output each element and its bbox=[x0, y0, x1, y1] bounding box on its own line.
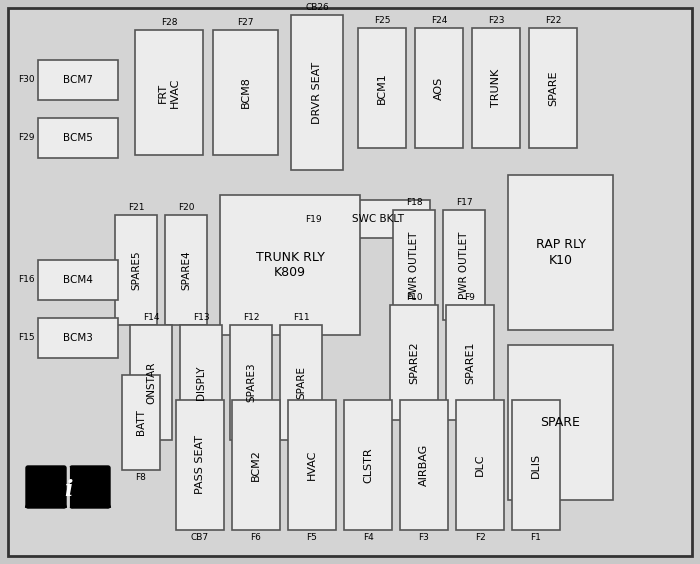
FancyBboxPatch shape bbox=[26, 466, 66, 508]
Text: SPARE5: SPARE5 bbox=[131, 250, 141, 290]
Text: BATT: BATT bbox=[136, 409, 146, 435]
Text: SPARE4: SPARE4 bbox=[181, 250, 191, 290]
Bar bbox=[213, 30, 278, 155]
Text: BCM1: BCM1 bbox=[377, 72, 387, 104]
Bar bbox=[415, 28, 463, 148]
Bar bbox=[443, 210, 485, 320]
Text: HVAC: HVAC bbox=[307, 450, 317, 480]
Text: PWR OUTLET: PWR OUTLET bbox=[459, 231, 469, 299]
Text: F27: F27 bbox=[237, 18, 253, 27]
Bar bbox=[358, 28, 406, 148]
Text: F28: F28 bbox=[161, 18, 177, 27]
Bar bbox=[390, 305, 438, 420]
Text: SPARE1: SPARE1 bbox=[465, 341, 475, 384]
Text: i: i bbox=[64, 479, 72, 501]
Text: CB7: CB7 bbox=[191, 533, 209, 542]
Text: F20: F20 bbox=[178, 203, 195, 212]
Text: DISPLY: DISPLY bbox=[196, 365, 206, 400]
Text: F2: F2 bbox=[475, 533, 485, 542]
Text: F13: F13 bbox=[193, 313, 209, 322]
Text: AOS: AOS bbox=[434, 76, 444, 100]
Text: F1: F1 bbox=[531, 533, 541, 542]
Bar bbox=[288, 400, 336, 530]
Bar bbox=[529, 28, 577, 148]
Text: DLC: DLC bbox=[475, 454, 485, 476]
Bar bbox=[446, 305, 494, 420]
Text: F15: F15 bbox=[18, 333, 35, 342]
Bar bbox=[508, 345, 613, 500]
Bar bbox=[232, 400, 280, 530]
Text: F12: F12 bbox=[243, 313, 259, 322]
Text: BCM7: BCM7 bbox=[63, 75, 93, 85]
Bar bbox=[115, 215, 157, 325]
Text: TRUNK RLY
K809: TRUNK RLY K809 bbox=[256, 251, 324, 279]
Text: CB26: CB26 bbox=[305, 3, 329, 12]
Bar bbox=[344, 400, 392, 530]
Text: F16: F16 bbox=[18, 275, 35, 284]
Text: ONSTAR: ONSTAR bbox=[146, 362, 156, 404]
Bar bbox=[220, 195, 360, 335]
Bar bbox=[472, 28, 520, 148]
Text: SWC BKLT: SWC BKLT bbox=[351, 214, 403, 224]
Text: RAP RLY
K10: RAP RLY K10 bbox=[536, 239, 585, 267]
Text: FRT
HVAC: FRT HVAC bbox=[158, 77, 180, 108]
Text: F9: F9 bbox=[465, 293, 475, 302]
Text: F10: F10 bbox=[406, 293, 422, 302]
Text: F11: F11 bbox=[293, 313, 309, 322]
Text: AIRBAG: AIRBAG bbox=[419, 444, 429, 486]
Text: TRUNK: TRUNK bbox=[491, 69, 501, 107]
Text: SPARE: SPARE bbox=[296, 366, 306, 399]
Text: F21: F21 bbox=[127, 203, 144, 212]
Bar bbox=[122, 375, 160, 470]
Text: F14: F14 bbox=[143, 313, 160, 322]
Bar bbox=[325, 200, 430, 238]
Text: F6: F6 bbox=[251, 533, 261, 542]
FancyBboxPatch shape bbox=[70, 466, 110, 508]
Text: DLIS: DLIS bbox=[531, 452, 541, 478]
Text: DRVR SEAT: DRVR SEAT bbox=[312, 61, 322, 124]
Bar bbox=[38, 60, 118, 100]
Text: F18: F18 bbox=[406, 198, 422, 207]
Text: F19: F19 bbox=[305, 214, 322, 223]
Text: SPARE: SPARE bbox=[548, 70, 558, 106]
Text: F25: F25 bbox=[374, 16, 391, 25]
Bar bbox=[456, 400, 504, 530]
Text: BCM2: BCM2 bbox=[251, 449, 261, 481]
Text: PASS SEAT: PASS SEAT bbox=[195, 435, 205, 495]
Bar bbox=[400, 400, 448, 530]
Text: BCM4: BCM4 bbox=[63, 275, 93, 285]
Text: F23: F23 bbox=[488, 16, 504, 25]
Bar bbox=[38, 260, 118, 300]
Text: BCM5: BCM5 bbox=[63, 133, 93, 143]
Bar bbox=[180, 325, 222, 440]
Text: F5: F5 bbox=[307, 533, 317, 542]
Bar bbox=[176, 400, 224, 530]
Text: BCM8: BCM8 bbox=[241, 77, 251, 108]
Text: SPARE3: SPARE3 bbox=[246, 363, 256, 402]
Text: F8: F8 bbox=[136, 473, 146, 482]
Text: PWR OUTLET: PWR OUTLET bbox=[409, 231, 419, 299]
Bar bbox=[135, 30, 203, 155]
Bar bbox=[165, 215, 207, 325]
Bar bbox=[393, 210, 435, 320]
Text: F17: F17 bbox=[456, 198, 472, 207]
Text: F30: F30 bbox=[18, 76, 35, 85]
Text: F3: F3 bbox=[419, 533, 429, 542]
Bar bbox=[130, 325, 172, 440]
Text: BCM3: BCM3 bbox=[63, 333, 93, 343]
Text: SPARE: SPARE bbox=[540, 416, 580, 429]
Text: F22: F22 bbox=[545, 16, 561, 25]
Text: F4: F4 bbox=[363, 533, 373, 542]
Bar bbox=[230, 325, 272, 440]
Text: F24: F24 bbox=[430, 16, 447, 25]
Bar bbox=[512, 400, 560, 530]
Bar bbox=[291, 15, 343, 170]
Bar bbox=[508, 175, 613, 330]
Text: F29: F29 bbox=[18, 134, 35, 143]
Bar bbox=[38, 118, 118, 158]
Bar bbox=[280, 325, 322, 440]
Bar bbox=[38, 318, 118, 358]
Text: SPARE2: SPARE2 bbox=[409, 341, 419, 384]
Text: CLSTR: CLSTR bbox=[363, 447, 373, 483]
